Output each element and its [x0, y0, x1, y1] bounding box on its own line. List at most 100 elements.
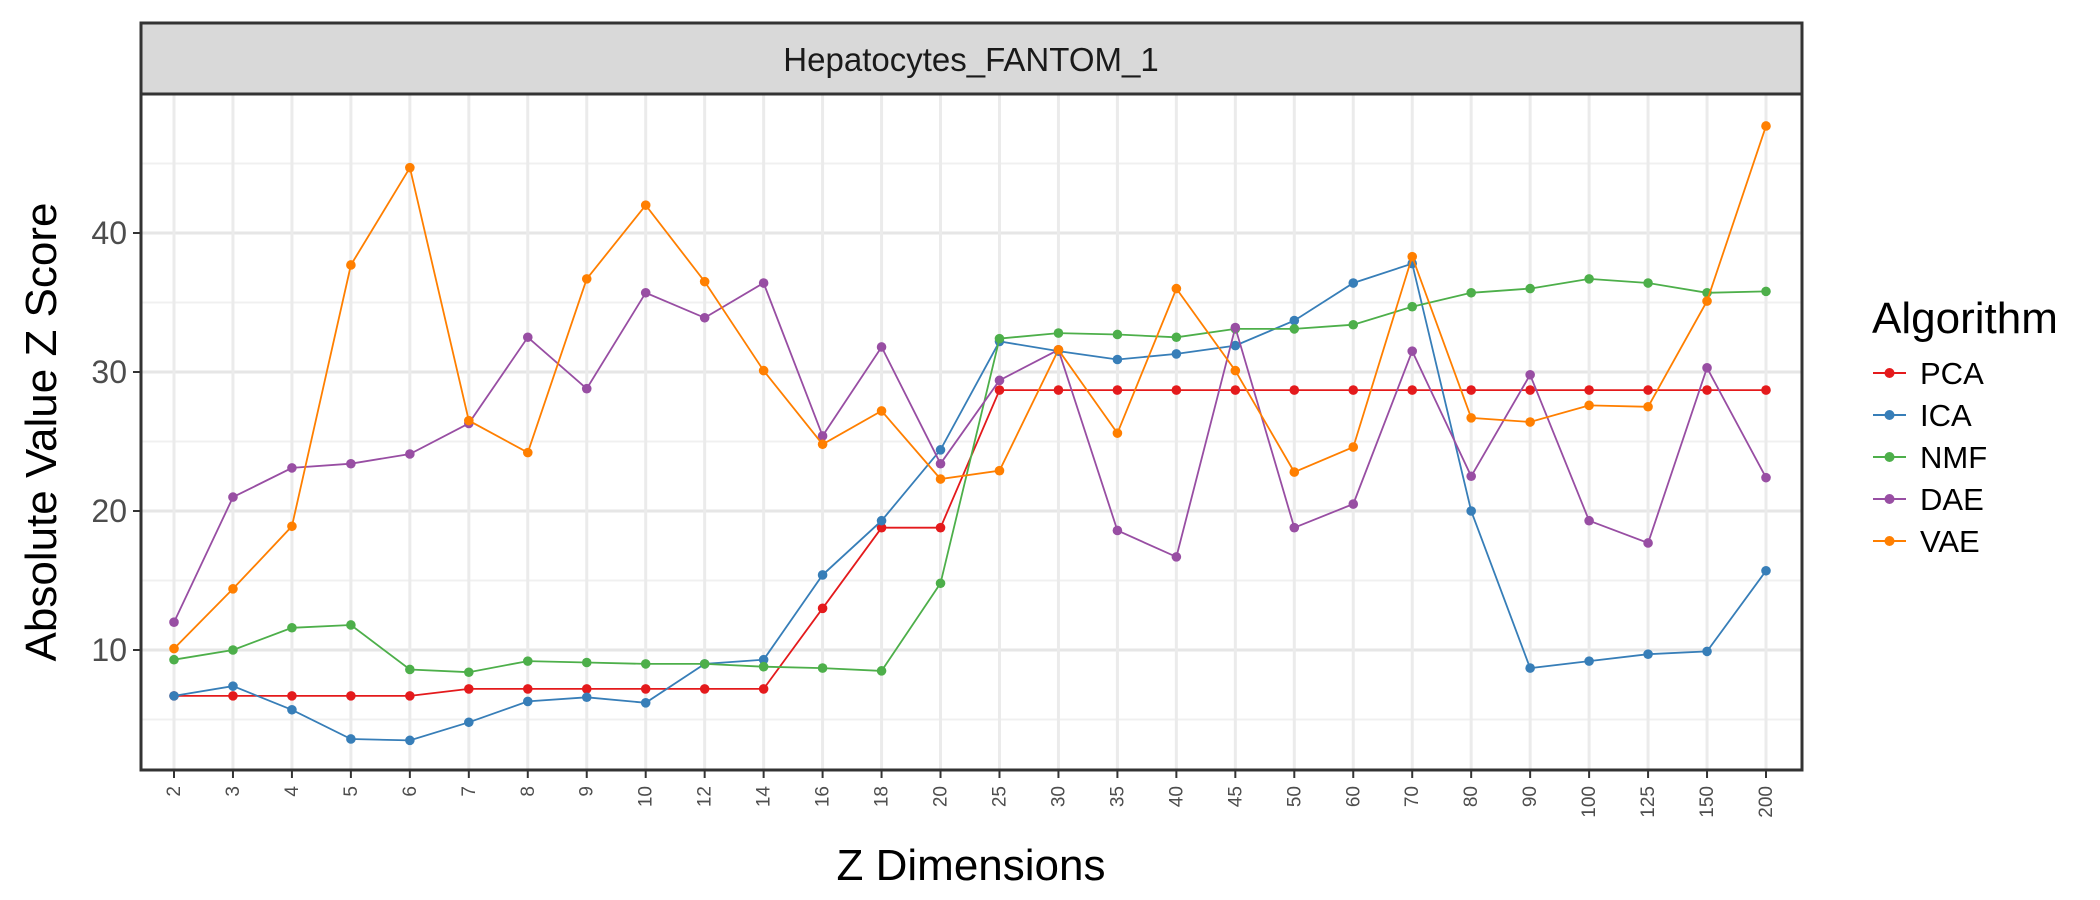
data-point-nmf	[1348, 319, 1359, 330]
data-point-nmf	[581, 657, 592, 668]
data-point-pca	[1407, 385, 1418, 395]
data-point-nmf	[1112, 329, 1123, 340]
data-point-ica	[758, 654, 769, 665]
data-point-nmf	[817, 663, 828, 673]
x-tick-label: 125	[1638, 786, 1659, 818]
data-point-ica	[169, 691, 179, 701]
data-point-ica	[817, 570, 828, 580]
x-tick-label: 90	[1520, 786, 1541, 807]
data-point-vae	[1702, 296, 1712, 306]
data-point-vae	[994, 465, 1005, 476]
data-point-nmf	[1289, 324, 1300, 334]
series-nmf	[169, 274, 1771, 678]
data-point-ica	[1525, 663, 1535, 673]
x-tick-label: 35	[1107, 786, 1128, 807]
data-point-ica	[1171, 349, 1182, 359]
x-tick-label: 150	[1697, 786, 1718, 818]
data-point-pca	[228, 691, 238, 701]
data-point-vae	[522, 447, 533, 458]
data-point-pca	[1761, 385, 1771, 395]
data-point-dae	[640, 287, 651, 298]
legend-key-point	[1884, 452, 1895, 462]
data-point-nmf	[405, 664, 415, 675]
data-point-vae	[1525, 417, 1535, 427]
legend-label: NMF	[1920, 440, 1987, 475]
y-tick-label: 20	[91, 493, 127, 529]
data-point-pca	[581, 684, 592, 694]
facet-title: Hepatocytes_FANTOM_1	[783, 41, 1158, 78]
x-axis: 2 3 4 5 6 7 8 9 10 12 14 16 18 20 25 30 35 40 45 50 60 70 80 90…	[164, 770, 1777, 818]
legend-label: ICA	[1920, 398, 1972, 433]
data-point-vae	[817, 439, 828, 450]
data-point-pca	[935, 522, 946, 533]
plot-border	[139, 92, 1804, 772]
x-tick-label: 2	[164, 786, 185, 797]
legend-key-point	[1884, 494, 1895, 504]
data-point-vae	[346, 260, 356, 270]
data-point-vae	[1466, 413, 1476, 423]
data-point-vae	[1289, 467, 1300, 477]
data-point-nmf	[640, 659, 651, 669]
data-point-vae	[1348, 442, 1359, 452]
data-point-nmf	[1584, 274, 1594, 284]
data-point-nmf	[169, 654, 179, 665]
data-point-vae	[1230, 365, 1241, 376]
y-tick-label: 40	[91, 215, 127, 251]
x-tick-label: 14	[754, 786, 775, 808]
data-point-vae	[1643, 401, 1653, 412]
data-point-dae	[405, 449, 415, 459]
data-point-dae	[876, 342, 887, 352]
data-point-nmf	[1525, 283, 1535, 294]
data-point-dae	[1761, 472, 1771, 483]
x-tick-label: 6	[400, 786, 421, 797]
data-point-ica	[1230, 340, 1241, 351]
data-point-vae	[758, 365, 769, 376]
data-point-dae	[1112, 525, 1123, 536]
series-line-dae	[173, 281, 1767, 623]
data-point-pca	[1525, 385, 1535, 395]
data-point-dae	[1525, 369, 1535, 380]
data-point-vae	[1761, 121, 1771, 131]
data-point-pca	[1171, 385, 1182, 395]
data-point-vae	[935, 474, 946, 484]
data-point-pca	[522, 684, 533, 694]
legend-title: Algorithm	[1872, 294, 2058, 343]
x-tick-label: 9	[577, 786, 598, 797]
data-point-ica	[581, 692, 592, 703]
data-point-vae	[405, 162, 415, 173]
data-point-nmf	[1643, 278, 1653, 288]
data-point-nmf	[287, 622, 297, 633]
data-point-dae	[817, 431, 828, 441]
data-point-pca	[994, 385, 1005, 395]
data-point-dae	[994, 375, 1005, 386]
data-point-vae	[169, 643, 179, 654]
x-tick-label: 40	[1166, 786, 1187, 807]
data-point-ica	[1584, 656, 1594, 666]
series-line-ica	[173, 262, 1767, 742]
x-tick-label: 5	[341, 786, 362, 797]
data-point-nmf	[699, 659, 710, 669]
data-point-vae	[581, 274, 592, 284]
data-point-dae	[169, 617, 179, 627]
legend-key-point	[1884, 410, 1895, 420]
data-point-vae	[1407, 251, 1418, 262]
data-point-ica	[1702, 646, 1712, 657]
data-point-pca	[287, 691, 297, 701]
series-lines	[169, 121, 1771, 746]
data-point-ica	[287, 704, 297, 715]
data-point-pca	[758, 684, 769, 694]
data-point-ica	[1289, 315, 1300, 326]
series-vae	[169, 121, 1771, 654]
data-point-vae	[287, 521, 297, 532]
data-point-ica	[228, 681, 238, 691]
data-point-pca	[1643, 385, 1653, 395]
data-point-dae	[1230, 322, 1241, 333]
data-point-ica	[1761, 565, 1771, 576]
y-tick-label: 10	[91, 632, 127, 668]
data-point-nmf	[464, 667, 474, 678]
legend-item-ica: ICA	[1873, 398, 1972, 433]
data-point-ica	[876, 515, 887, 526]
data-point-pca	[699, 684, 710, 694]
y-axis-title: Absolute Value Z Score	[17, 203, 66, 662]
data-point-dae	[228, 492, 238, 502]
